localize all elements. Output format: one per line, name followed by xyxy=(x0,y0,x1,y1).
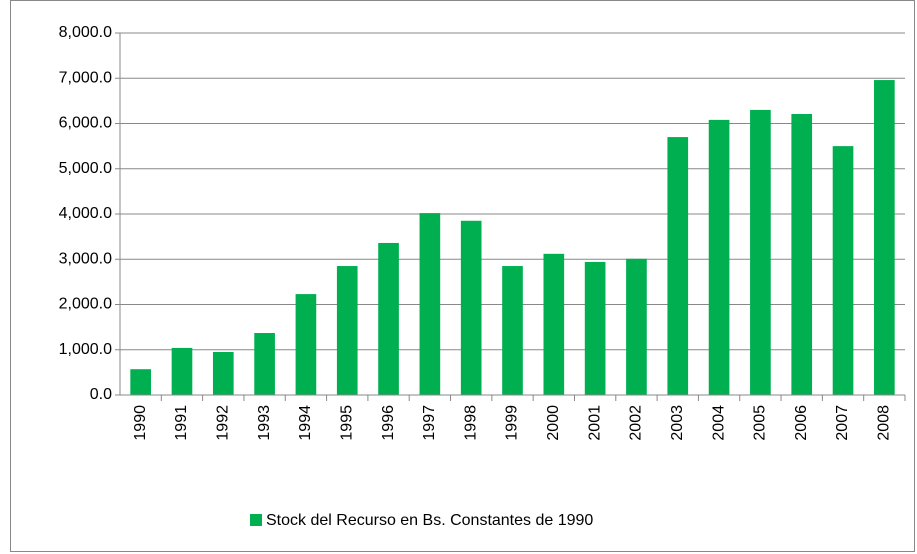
x-tick-label: 1994 xyxy=(297,405,314,441)
bar xyxy=(130,369,151,395)
bar xyxy=(254,333,275,395)
bar xyxy=(460,220,482,395)
x-tick-label: 1998 xyxy=(462,405,479,441)
bar xyxy=(171,347,193,395)
x-tick-label: 2001 xyxy=(586,405,603,441)
bar xyxy=(336,266,358,395)
x-tick-label: 1991 xyxy=(173,405,190,441)
legend-label: Stock del Recurso en Bs. Constantes de 1… xyxy=(266,512,593,529)
y-tick-label: 1,000.0 xyxy=(59,341,112,358)
bar xyxy=(832,146,854,395)
bar xyxy=(378,242,399,395)
bar xyxy=(874,80,895,395)
y-tick-label: 6,000.0 xyxy=(59,115,112,132)
bar xyxy=(543,253,565,395)
bar xyxy=(212,352,234,395)
y-tick-label: 4,000.0 xyxy=(59,205,112,222)
x-tick-label: 2004 xyxy=(710,405,727,441)
bar xyxy=(791,113,813,395)
bar xyxy=(502,266,523,395)
y-tick-label: 8,000.0 xyxy=(59,24,112,41)
x-tick-label: 2003 xyxy=(669,405,686,441)
x-tick-label: 1992 xyxy=(215,405,232,441)
x-tick-label: 2006 xyxy=(793,405,810,441)
bar xyxy=(708,119,730,395)
bar xyxy=(584,261,606,395)
y-tick-label: 0.0 xyxy=(90,386,112,403)
y-tick-label: 5,000.0 xyxy=(59,160,112,177)
legend-swatch xyxy=(250,514,262,526)
bar xyxy=(667,137,689,395)
x-tick-label: 1996 xyxy=(380,405,397,441)
x-tick-label: 2007 xyxy=(834,405,851,441)
x-tick-label: 1999 xyxy=(504,405,521,441)
x-tick-label: 2005 xyxy=(752,405,769,441)
bar xyxy=(419,213,441,395)
x-tick-label: 2000 xyxy=(545,405,562,441)
bar xyxy=(626,258,647,395)
bar xyxy=(750,109,771,396)
x-tick-label: 1990 xyxy=(132,405,149,441)
x-tick-label: 2002 xyxy=(628,405,645,441)
y-tick-label: 3,000.0 xyxy=(59,250,112,267)
y-tick-label: 7,000.0 xyxy=(59,69,112,86)
y-tick-label: 2,000.0 xyxy=(59,296,112,313)
x-tick-label: 1997 xyxy=(421,405,438,441)
x-tick-label: 1995 xyxy=(338,405,355,441)
bar xyxy=(295,294,317,395)
x-tick-label: 2008 xyxy=(876,405,893,441)
x-tick-label: 1993 xyxy=(256,405,273,441)
